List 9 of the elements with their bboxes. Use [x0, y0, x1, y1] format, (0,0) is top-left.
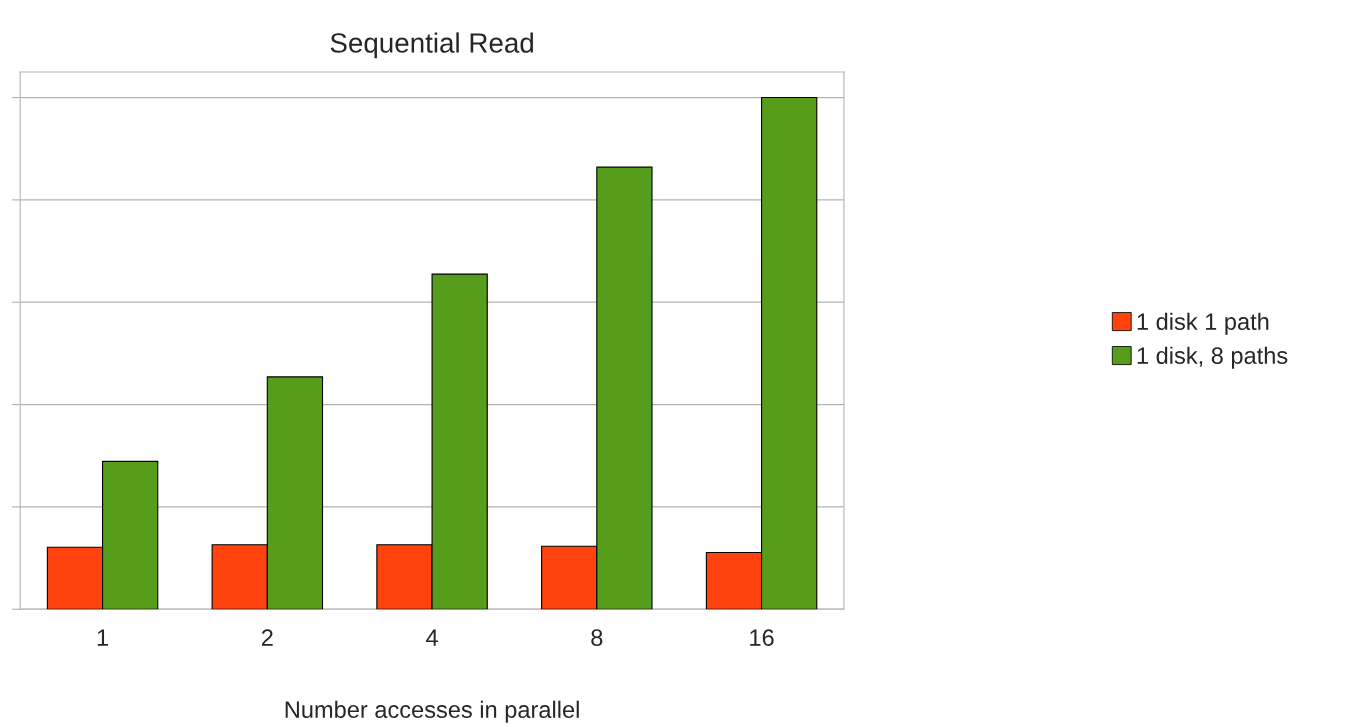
x-tick-label: 8 [591, 629, 603, 647]
chart-title: Sequential Read [330, 32, 533, 59]
legend-label: 1 disk, 8 paths [1137, 346, 1288, 369]
x-axis-title: Number accesses in parallel [285, 700, 579, 723]
x-tick-label: 16 [750, 629, 774, 647]
x-tick-label: 2 [261, 629, 273, 646]
x-tick-label: 4 [426, 629, 438, 646]
x-tick-label: 1 [97, 629, 108, 646]
legend-label: 1 disk 1 path [1137, 312, 1269, 335]
